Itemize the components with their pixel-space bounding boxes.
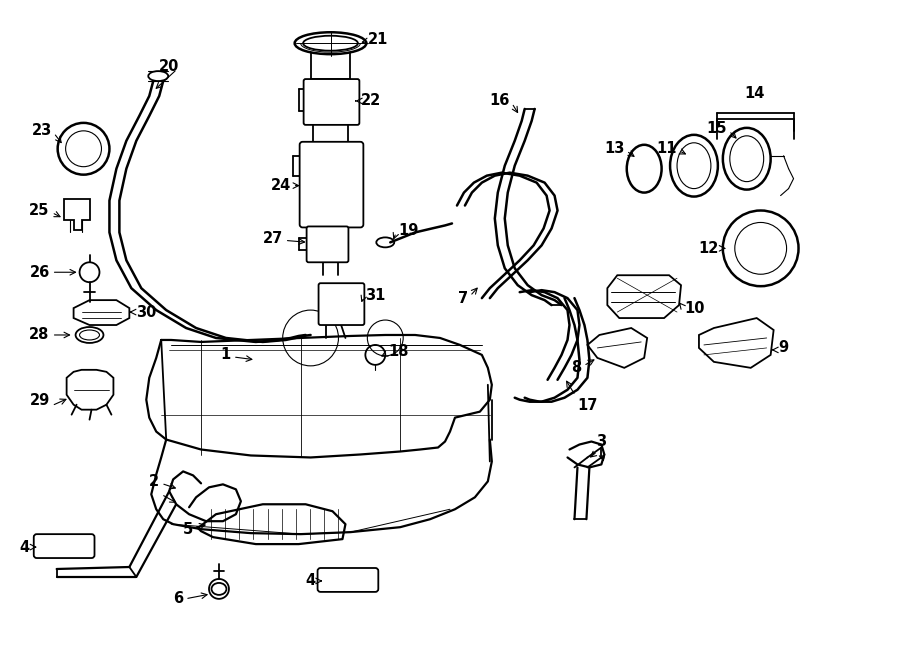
Text: 12: 12 [698, 241, 719, 256]
Text: 25: 25 [30, 203, 50, 218]
Text: 26: 26 [30, 265, 50, 280]
Text: 7: 7 [458, 291, 468, 305]
Text: 10: 10 [684, 301, 705, 315]
Text: 22: 22 [360, 93, 381, 108]
FancyBboxPatch shape [300, 142, 364, 227]
Text: 9: 9 [778, 340, 788, 356]
Text: 1: 1 [220, 348, 231, 362]
Text: 24: 24 [270, 178, 291, 193]
Text: 13: 13 [604, 141, 625, 156]
Text: 30: 30 [136, 305, 157, 319]
Text: 3: 3 [597, 434, 607, 449]
Text: 16: 16 [490, 93, 509, 108]
FancyBboxPatch shape [318, 568, 378, 592]
Text: 15: 15 [706, 122, 727, 136]
Text: 4: 4 [305, 574, 316, 588]
Text: 6: 6 [173, 592, 183, 606]
Text: 31: 31 [365, 288, 386, 303]
Text: 2: 2 [149, 474, 159, 489]
Text: 29: 29 [30, 393, 50, 408]
Text: 11: 11 [656, 141, 677, 156]
Text: 4: 4 [20, 539, 30, 555]
Text: 21: 21 [368, 32, 389, 47]
FancyBboxPatch shape [307, 227, 348, 262]
Text: 8: 8 [572, 360, 581, 375]
FancyBboxPatch shape [319, 283, 364, 325]
Text: 28: 28 [30, 327, 50, 342]
Text: 5: 5 [183, 522, 194, 537]
Text: 20: 20 [158, 59, 179, 73]
Text: 18: 18 [388, 344, 409, 360]
FancyBboxPatch shape [34, 534, 94, 558]
Text: 14: 14 [744, 86, 765, 101]
FancyBboxPatch shape [303, 79, 359, 125]
Text: 19: 19 [398, 223, 418, 238]
Text: 23: 23 [32, 124, 51, 138]
Text: 17: 17 [578, 398, 598, 412]
Text: 27: 27 [263, 231, 283, 246]
